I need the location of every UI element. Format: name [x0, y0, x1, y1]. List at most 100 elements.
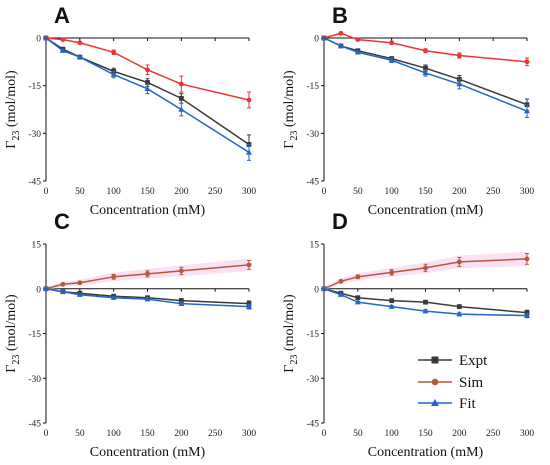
x-tick-label: 250	[208, 187, 223, 197]
x-tick-label: 200	[174, 187, 189, 197]
x-tick-label: 50	[353, 187, 363, 197]
point-sim	[77, 40, 83, 46]
point-fit	[337, 291, 344, 297]
x-tick-label: 150	[418, 429, 433, 439]
y-tick-label: -30	[28, 375, 41, 385]
y-tick-label: 15	[310, 241, 320, 251]
point-sim	[77, 280, 83, 286]
x-tick-label: 0	[44, 429, 49, 439]
y-tick-label: -15	[28, 330, 41, 340]
y-tick-label: 0	[36, 285, 41, 295]
x-axis-title: Concentration (mM)	[368, 445, 484, 460]
x-tick-label: 100	[385, 429, 400, 439]
point-fit	[321, 285, 327, 291]
y-tick-label: -45	[306, 420, 319, 430]
x-tick-label: 50	[75, 187, 85, 197]
x-axis-title: Concentration (mM)	[90, 203, 206, 218]
y-axis-title: Γ23 (mol/mol)	[4, 70, 22, 149]
point-fit	[524, 312, 530, 318]
point-fit	[178, 300, 185, 306]
x-tick-label: 300	[242, 429, 257, 439]
point-fit	[59, 288, 66, 294]
point-fit	[76, 291, 83, 297]
point-fit	[422, 308, 429, 314]
point-sim	[338, 278, 344, 284]
point-fit	[144, 85, 151, 92]
legend-marker-expt	[431, 356, 439, 364]
point-fit	[321, 35, 327, 41]
y-tick-label: 0	[314, 285, 319, 295]
panel-a: 0-15-30-450 50 100 150 200 250 300Concentratio…	[4, 3, 256, 218]
y-tick-label: 0	[314, 35, 319, 45]
x-tick-label: 250	[208, 429, 223, 439]
y-tick-label: -30	[306, 130, 319, 140]
panel-letter: B	[332, 3, 348, 28]
x-tick-label: 300	[242, 187, 257, 197]
point-sim	[524, 256, 530, 262]
point-fit	[456, 81, 463, 87]
y-tick-label: -45	[306, 178, 319, 188]
x-tick-label: 200	[452, 187, 467, 197]
x-tick-label: 0	[44, 187, 49, 197]
x-tick-label: 200	[174, 429, 189, 439]
point-sim	[389, 269, 395, 275]
point-fit	[144, 296, 151, 302]
point-fit	[422, 69, 429, 76]
point-expt	[423, 65, 428, 71]
y-axis-title: Γ23 (mol/mol)	[282, 70, 300, 149]
point-sim	[338, 30, 344, 36]
legend: Expt Sim Fit	[418, 353, 488, 412]
point-expt	[456, 304, 462, 310]
point-fit	[178, 106, 185, 112]
y-tick-label: 15	[32, 241, 42, 251]
point-fit	[388, 303, 395, 309]
point-sim	[423, 48, 428, 54]
point-fit	[354, 49, 361, 55]
x-axis-title: Concentration (mM)	[368, 203, 484, 218]
series-line-fit	[45, 37, 250, 154]
point-fit	[456, 311, 463, 317]
legend-marker-sim	[431, 378, 439, 386]
point-sim	[60, 37, 66, 42]
y-tick-label: -45	[28, 420, 41, 430]
point-fit	[110, 71, 117, 77]
point-expt	[423, 299, 428, 305]
point-sim	[145, 67, 150, 73]
point-expt	[389, 298, 395, 304]
legend-label-sim: Sim	[459, 375, 484, 391]
point-fit	[246, 149, 252, 155]
x-tick-label: 50	[75, 429, 85, 439]
point-fit	[246, 303, 252, 309]
point-expt	[145, 80, 150, 85]
point-sim	[111, 274, 117, 280]
panel-letter: C	[54, 209, 70, 234]
x-tick-label: 200	[452, 429, 467, 439]
y-tick-label: -30	[306, 375, 319, 385]
panel-b: 0-15-30-450 50 100 150 200 250 300Concentratio…	[282, 3, 534, 218]
point-fit	[59, 47, 66, 53]
point-sim	[60, 281, 66, 287]
legend-entry-expt: Expt	[418, 353, 488, 369]
y-tick-label: -30	[28, 130, 41, 140]
point-fit	[43, 35, 49, 41]
point-fit	[524, 108, 530, 114]
legend-marker-fit	[431, 399, 439, 406]
y-tick-label: 0	[36, 35, 41, 45]
x-tick-label: 100	[385, 187, 400, 197]
panel-letter: D	[332, 209, 348, 234]
point-sim	[178, 268, 184, 274]
y-tick-label: -15	[28, 82, 41, 92]
x-axis-title: Concentration (mM)	[90, 445, 206, 460]
y-tick-label: -45	[28, 178, 41, 188]
point-fit	[337, 42, 344, 49]
point-sim	[389, 40, 395, 46]
x-tick-label: 150	[140, 429, 155, 439]
panel-letter: A	[54, 3, 70, 28]
y-axis-title: Γ23 (mol/mol)	[282, 294, 300, 373]
panel-c: 150-15-30-450 50 100 150 200 250 300Concentrat…	[4, 209, 256, 460]
legend-label-expt: Expt	[459, 353, 488, 369]
point-expt	[355, 295, 361, 301]
x-tick-label: 250	[486, 429, 501, 439]
point-fit	[76, 54, 83, 60]
